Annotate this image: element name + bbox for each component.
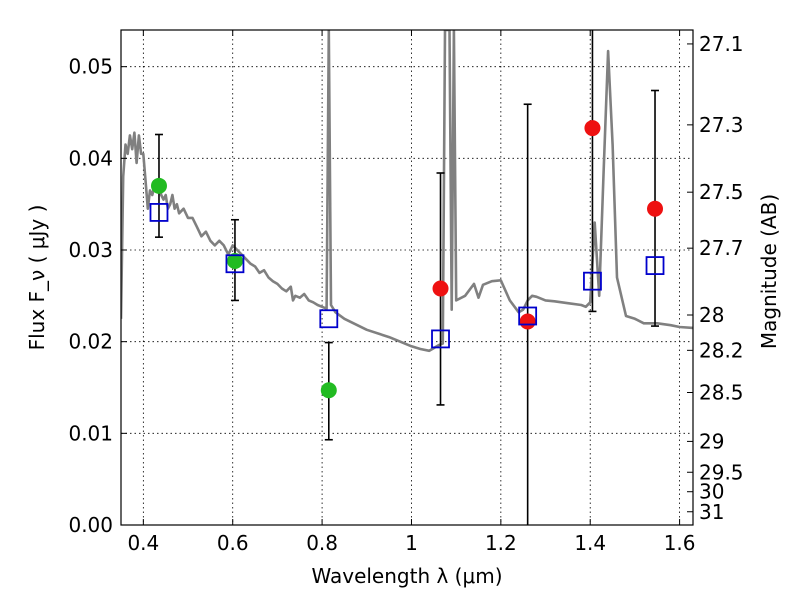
y-tick-label: 0.03 (68, 238, 113, 262)
y2-tick-label: 31 (699, 500, 724, 524)
y2-axis-label: Magnitude (AB) (757, 194, 781, 349)
y2-tick-label: 29 (699, 429, 724, 453)
x-tick-label: 1.4 (574, 531, 606, 555)
y-tick-label: 0.01 (68, 421, 113, 445)
y-tick-label: 0.02 (68, 330, 113, 354)
y2-tick-label: 29.5 (699, 460, 744, 484)
y2-tick-label: 27.1 (699, 32, 744, 56)
x-tick-label: 0.4 (127, 531, 159, 555)
y-tick-label: 0.05 (68, 55, 113, 79)
y2-tick-label: 28.5 (699, 381, 744, 405)
x-tick-label: 0.6 (217, 531, 249, 555)
model-spectrum (121, 30, 693, 353)
data-point-square (431, 329, 450, 349)
data-point-square (583, 271, 602, 291)
y2-tick-label: 27.5 (699, 180, 744, 204)
x-tick-label: 1.6 (664, 531, 696, 555)
grid (121, 30, 693, 526)
data-point-square (645, 256, 665, 275)
x-tick-label: 0.8 (306, 531, 338, 555)
x-tick-label: 1.2 (485, 531, 517, 555)
y2-tick-label: 28 (699, 303, 724, 327)
data-point-square (149, 203, 169, 222)
data-point-circle (226, 253, 243, 269)
data-point-circle (150, 177, 167, 194)
spectrum-line (121, 30, 693, 353)
data-point-circle (584, 120, 601, 137)
y2-tick-label: 28.2 (699, 338, 744, 362)
y2-tick-label: 27.3 (699, 113, 744, 137)
data-point-square (225, 254, 245, 274)
x-axis-label: Wavelength λ (μm) (311, 564, 502, 588)
y2-tick-label: 30 (699, 480, 724, 504)
data-point-square (319, 309, 339, 329)
x-tick-label: 1 (405, 531, 418, 555)
data-point-circle (320, 382, 337, 399)
y-tick-label: 0.00 (68, 513, 113, 537)
data-point-square (518, 306, 538, 326)
y-tick-label: 0.04 (68, 146, 113, 170)
data-point-circle (647, 200, 664, 217)
data-point-circle (432, 280, 449, 297)
y2-tick-label: 27.7 (699, 236, 744, 260)
axes: 0.4 0.6 0.8 1 1.2 1.4 1.6 0.00 0.01 0.02 0.03 0.04 0… (68, 30, 744, 555)
y-axis-label: Flux F_ν ( μJy ) (25, 205, 49, 351)
data-point-circle (519, 313, 536, 330)
data-markers (149, 120, 665, 399)
plot-frame (120, 29, 694, 526)
